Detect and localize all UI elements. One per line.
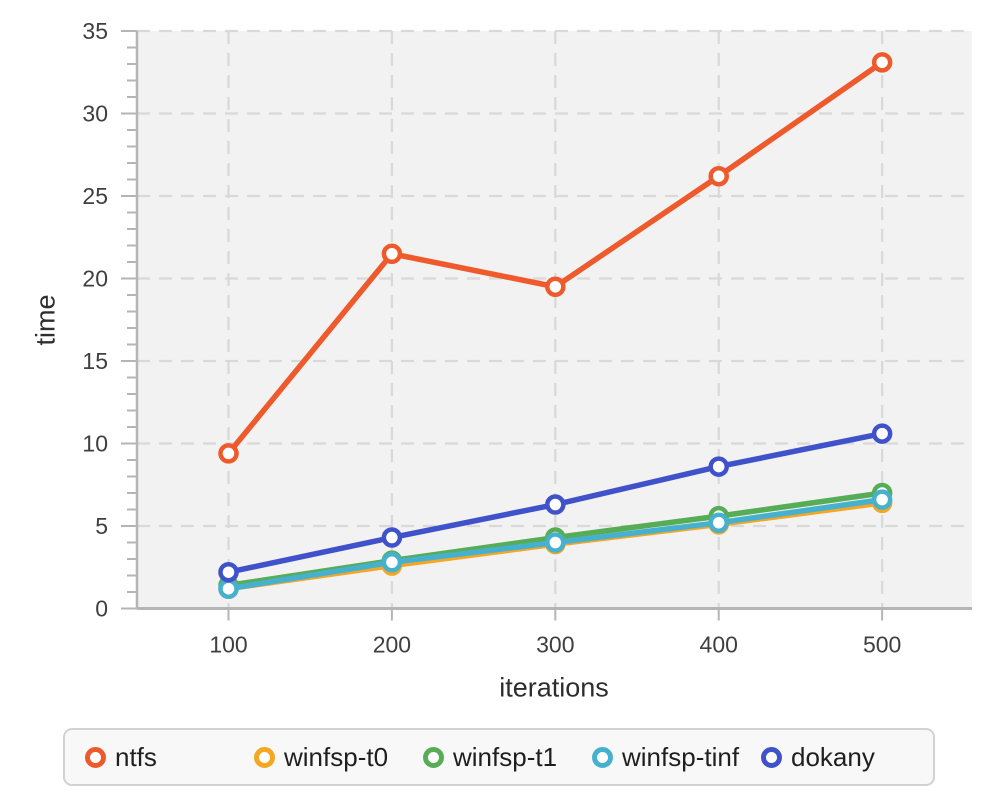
y-tick-label: 25 — [82, 183, 108, 209]
series-point-ntfs — [708, 165, 729, 187]
winfsp-tinf-series-marker-icon — [592, 746, 613, 768]
x-tick-label: 300 — [536, 632, 574, 658]
y-tick-label: 0 — [95, 596, 108, 622]
y-tick-label: 35 — [82, 18, 108, 44]
x-tick-label: 400 — [700, 632, 738, 658]
legend-label-ntfs: ntfs — [115, 742, 157, 772]
series-point-winfsp-tinf — [871, 489, 893, 510]
legend-label-winfsp-t0: winfsp-t0 — [284, 742, 389, 772]
y-tick-label: 5 — [95, 513, 108, 539]
y-tick-label: 10 — [82, 431, 108, 457]
legend-item-winfsp-t0[interactable]: winfsp-t0 — [254, 744, 423, 770]
series-point-ntfs — [871, 52, 893, 73]
series-point-winfsp-tinf — [218, 578, 239, 599]
legend-item-winfsp-t1[interactable]: winfsp-t1 — [423, 744, 592, 770]
legend-item-dokany[interactable]: dokany — [761, 744, 875, 770]
series-point-dokany — [218, 561, 239, 583]
series-point-dokany — [708, 456, 729, 477]
y-tick-label: 20 — [82, 266, 108, 292]
series-point-winfsp-tinf — [381, 552, 403, 573]
winfsp-t1-series-marker-icon — [423, 746, 444, 768]
y-tick-label: 30 — [82, 101, 108, 127]
ntfs-series-marker-icon — [85, 746, 106, 768]
series-point-dokany — [381, 527, 403, 548]
series-point-winfsp-tinf — [708, 512, 729, 533]
legend-label-dokany: dokany — [791, 742, 875, 772]
legend-item-ntfs[interactable]: ntfs — [85, 744, 254, 770]
x-tick-label: 100 — [209, 632, 247, 658]
dokany-series-marker-icon — [761, 746, 782, 768]
y-tick-label: 15 — [82, 348, 108, 374]
y-axis-label: time — [30, 294, 61, 346]
series-point-dokany — [871, 423, 893, 444]
x-tick-label: 200 — [373, 632, 411, 658]
x-axis-label: iterations — [499, 672, 609, 703]
legend: ntfs winfsp-t0 winfsp-t1 winfsp-tinf dok… — [63, 728, 935, 786]
series-point-ntfs — [545, 276, 566, 297]
legend-label-winfsp-t1: winfsp-t1 — [453, 742, 558, 772]
series-point-ntfs — [218, 443, 239, 464]
winfsp-t0-series-marker-icon — [254, 746, 275, 768]
legend-label-winfsp-tinf: winfsp-tinf — [622, 742, 740, 772]
legend-item-winfsp-tinf[interactable]: winfsp-tinf — [592, 744, 761, 770]
series-point-dokany — [545, 494, 566, 515]
chart-plot-area: 0 5 10 15 20 25 30 35 100 200 300 400 500 — [82, 18, 972, 658]
series-point-winfsp-tinf — [545, 532, 566, 553]
series-point-ntfs — [381, 243, 403, 264]
x-tick-label: 500 — [863, 632, 901, 658]
